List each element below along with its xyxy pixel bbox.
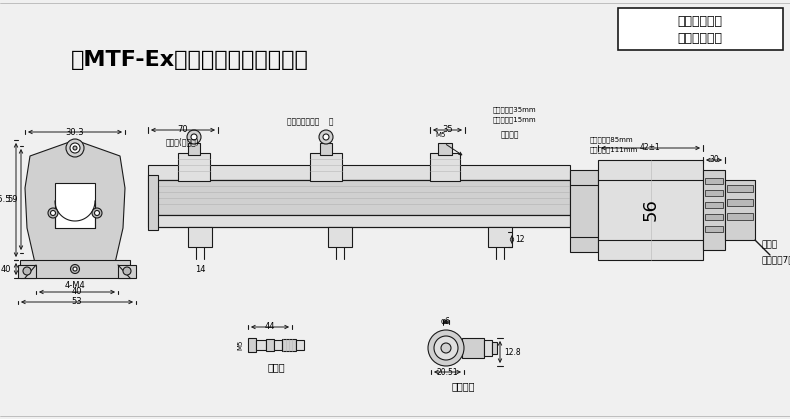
Text: 40: 40: [1, 264, 11, 274]
Bar: [55, 183, 95, 228]
Bar: [598, 160, 703, 260]
Text: 直接冲区: 直接冲区: [501, 130, 519, 140]
Text: M5: M5: [435, 132, 446, 138]
Bar: [18, 265, 36, 278]
Text: 缓冲区(无用区): 缓冲区(无用区): [166, 137, 200, 147]
Bar: [178, 153, 210, 181]
Text: 44: 44: [265, 322, 275, 331]
Text: 56: 56: [641, 199, 660, 221]
Circle shape: [95, 210, 100, 215]
Circle shape: [70, 143, 80, 153]
Text: 35: 35: [442, 125, 453, 134]
Bar: [705, 190, 723, 196]
Bar: [430, 153, 460, 181]
Text: 65.5: 65.5: [0, 196, 11, 204]
Text: 12: 12: [515, 235, 525, 244]
Bar: [188, 143, 200, 155]
Text: M5: M5: [237, 340, 243, 350]
Text: 40: 40: [72, 287, 82, 296]
Circle shape: [73, 146, 77, 150]
Text: 鱼眼接头: 鱼眼接头: [451, 381, 475, 391]
Bar: [462, 338, 484, 358]
Bar: [296, 340, 304, 350]
Bar: [274, 340, 282, 350]
Bar: [705, 178, 723, 184]
Bar: [703, 170, 725, 250]
Text: 本安产品：15mm: 本安产品：15mm: [493, 117, 536, 123]
Bar: [328, 227, 352, 247]
Circle shape: [428, 330, 464, 366]
Text: 万向头: 万向头: [267, 362, 285, 372]
Text: 30: 30: [709, 155, 719, 164]
Bar: [118, 265, 136, 278]
Bar: [570, 170, 598, 252]
Bar: [438, 143, 452, 155]
Text: 12.8: 12.8: [504, 347, 521, 357]
Text: 14: 14: [195, 264, 205, 274]
Bar: [248, 338, 256, 352]
Text: 59: 59: [7, 195, 18, 204]
Bar: [705, 202, 723, 208]
Bar: [310, 153, 342, 181]
Circle shape: [73, 267, 77, 271]
Circle shape: [434, 336, 458, 360]
Bar: [727, 185, 753, 192]
Bar: [148, 180, 570, 215]
Circle shape: [48, 208, 58, 218]
Bar: [320, 143, 332, 155]
Bar: [20, 260, 130, 278]
Circle shape: [66, 139, 84, 157]
Text: 70: 70: [178, 125, 188, 134]
Bar: [725, 180, 755, 240]
Circle shape: [23, 267, 31, 275]
Text: 53: 53: [72, 297, 82, 306]
Text: 通过隔爆认证: 通过隔爆认证: [678, 16, 723, 28]
Text: 42±1: 42±1: [640, 143, 661, 152]
Text: 30.3: 30.3: [66, 128, 85, 137]
Text: 通过本安认证: 通过本安认证: [678, 31, 723, 44]
Text: 标准产品：85mm: 标准产品：85mm: [590, 137, 634, 143]
Bar: [492, 342, 497, 354]
Circle shape: [187, 130, 201, 144]
Bar: [282, 339, 296, 351]
Bar: [727, 199, 753, 206]
Bar: [188, 227, 212, 247]
Bar: [148, 215, 570, 227]
Text: 20.51: 20.51: [437, 368, 458, 377]
Circle shape: [191, 134, 197, 140]
Circle shape: [92, 208, 102, 218]
Bar: [266, 339, 274, 351]
Bar: [148, 175, 158, 230]
Bar: [148, 165, 570, 180]
Circle shape: [319, 130, 333, 144]
Text: 标准产品：35mm: 标准产品：35mm: [493, 107, 536, 113]
Text: 4-M4: 4-M4: [65, 282, 85, 290]
Text: 新MTF-Ex（防爆型）安装尺寸图: 新MTF-Ex（防爆型）安装尺寸图: [71, 50, 309, 70]
Circle shape: [323, 134, 329, 140]
Bar: [488, 227, 512, 247]
Bar: [705, 226, 723, 232]
Bar: [727, 213, 753, 220]
Circle shape: [123, 267, 131, 275]
Text: 有效测量区域（    ）: 有效测量区域（ ）: [287, 117, 333, 127]
Circle shape: [70, 264, 80, 274]
Circle shape: [51, 210, 55, 215]
Text: 本安产品：111mm: 本安产品：111mm: [590, 147, 638, 153]
Bar: [484, 340, 492, 356]
Text: 线长标配7米: 线长标配7米: [762, 256, 790, 264]
Text: φ6: φ6: [441, 317, 451, 326]
Bar: [256, 340, 266, 350]
Text: 防爆式: 防爆式: [762, 241, 778, 249]
Circle shape: [441, 343, 451, 353]
Bar: [705, 214, 723, 220]
Bar: [618, 8, 783, 50]
Polygon shape: [25, 140, 125, 263]
